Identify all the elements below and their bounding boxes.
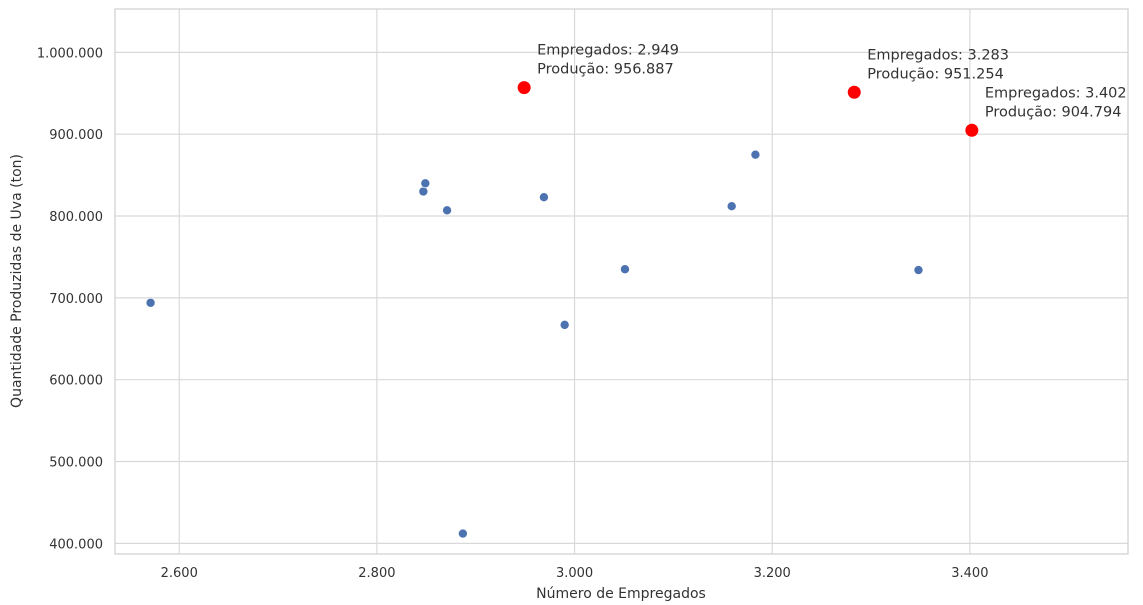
x-tick-label: 2.600 <box>161 566 198 581</box>
annotation-employees: Empregados: 3.402 <box>985 85 1127 101</box>
x-tick-label: 2.800 <box>358 566 395 581</box>
data-point <box>420 178 431 189</box>
y-tick-label: 800.000 <box>49 210 103 225</box>
data-point <box>726 201 737 212</box>
x-tick-label: 3.000 <box>556 566 593 581</box>
annotation-employees: Empregados: 3.283 <box>867 47 1009 63</box>
y-tick-label: 500.000 <box>49 456 103 471</box>
y-axis-label: Quantidade Produzidas de Uva (ton) <box>9 154 25 408</box>
data-point <box>145 297 156 308</box>
data-point <box>458 528 468 539</box>
data-point <box>418 186 429 197</box>
data-point <box>539 192 549 203</box>
y-tick-label: 700.000 <box>49 292 103 307</box>
data-point <box>559 320 570 330</box>
data-points <box>145 81 979 539</box>
data-point <box>442 205 452 216</box>
y-tick-label: 400.000 <box>49 537 103 552</box>
annotation-employees: Empregados: 2.949 <box>537 43 679 59</box>
y-axis-ticks: 400.000 500.000 600.000 700.000 800.000 900.0… <box>37 46 103 552</box>
annotation-production: Produção: 904.794 <box>985 104 1122 120</box>
y-tick-label: 1.000.000 <box>37 46 103 61</box>
highlighted-data-point <box>965 123 979 137</box>
x-axis-label: Número de Empregados <box>536 586 706 602</box>
data-point <box>913 265 924 275</box>
y-tick-label: 600.000 <box>49 374 103 389</box>
plot-frame <box>114 8 1129 555</box>
highlighted-data-point <box>517 81 531 95</box>
data-point <box>750 149 761 160</box>
annotation-production: Produção: 951.254 <box>867 66 1004 82</box>
x-tick-label: 3.400 <box>951 566 988 581</box>
annotation-production: Produção: 956.887 <box>537 62 674 78</box>
highlighted-data-point <box>847 85 861 99</box>
x-axis-ticks: 2.600 2.800 3.000 3.200 3.400 <box>161 566 989 581</box>
grid <box>115 9 1128 554</box>
data-point <box>620 264 630 275</box>
y-tick-label: 900.000 <box>49 128 103 143</box>
x-tick-label: 3.200 <box>754 566 791 581</box>
annotations: Empregados: 2.949 Produção: 956.887 Empreg… <box>537 43 1126 121</box>
